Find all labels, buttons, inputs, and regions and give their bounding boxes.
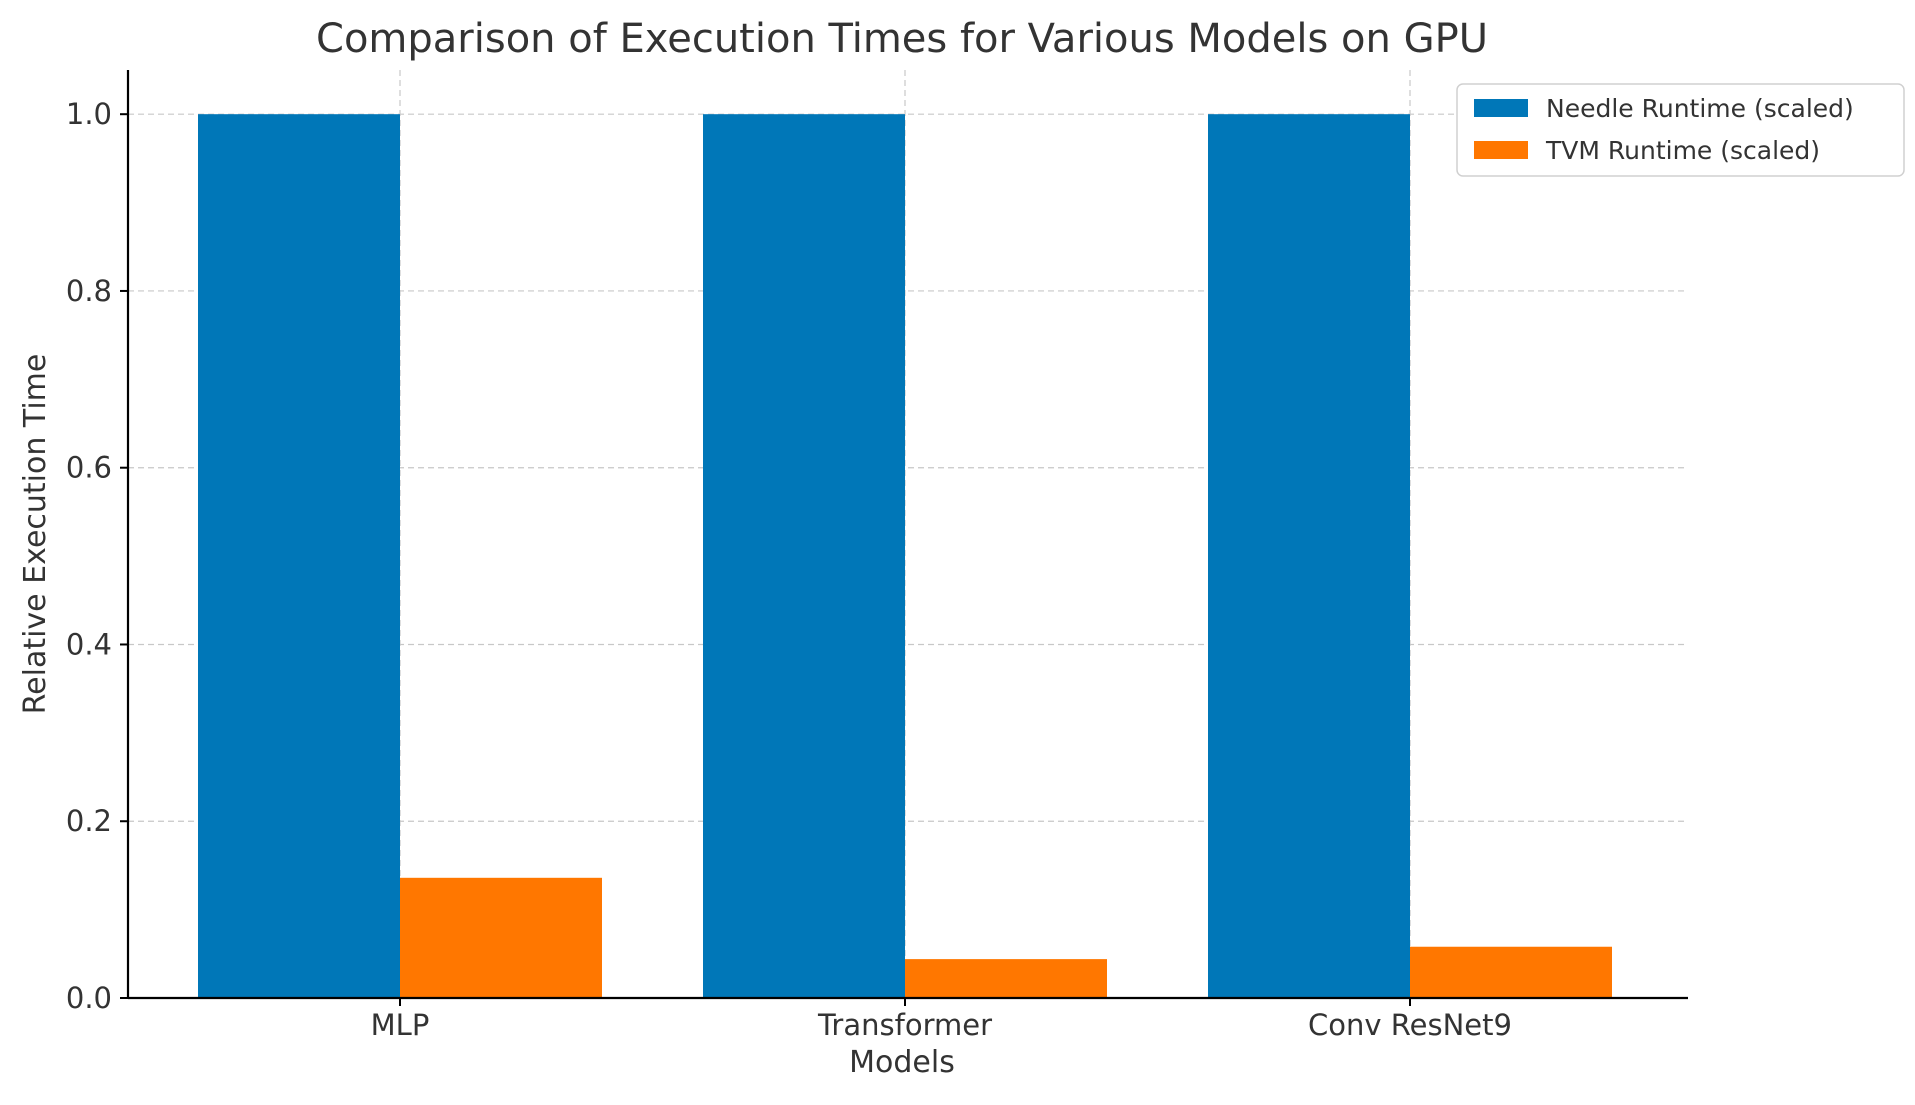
bar-tvm-conv-resnet9 bbox=[1410, 946, 1612, 998]
legend: Needle Runtime (scaled) TVM Runtime (scal… bbox=[1456, 83, 1905, 177]
y-tick-label: 0.8 bbox=[66, 274, 112, 308]
bar-tvm-transformer bbox=[905, 959, 1107, 998]
chart-title: Comparison of Execution Times for Variou… bbox=[316, 16, 1488, 62]
bar-needle-mlp bbox=[198, 114, 400, 998]
bar-needle-transformer bbox=[703, 114, 905, 998]
y-tick-label: 0.4 bbox=[66, 627, 112, 661]
x-tick-label: Conv ResNet9 bbox=[1308, 1008, 1512, 1042]
bars bbox=[198, 114, 1612, 998]
x-tick-label: MLP bbox=[371, 1008, 430, 1042]
y-tick-label: 0.0 bbox=[66, 981, 112, 1015]
x-tick-label: Transformer bbox=[817, 1008, 992, 1042]
ticks: 0.0 0.2 0.4 0.6 0.8 1.0 MLP Transformer Conv Res… bbox=[66, 97, 1512, 1042]
y-tick-label: 0.6 bbox=[66, 451, 112, 485]
legend-swatch-needle bbox=[1474, 99, 1528, 117]
x-axis-label: Models bbox=[849, 1045, 955, 1080]
y-tick-label: 1.0 bbox=[66, 97, 112, 131]
axes bbox=[126, 70, 1688, 1000]
legend-label-tvm: TVM Runtime (scaled) bbox=[1545, 136, 1820, 165]
y-axis-label: Relative Execution Time bbox=[18, 354, 53, 715]
y-tick-label: 0.2 bbox=[66, 804, 112, 838]
bar-needle-conv-resnet9 bbox=[1208, 114, 1410, 998]
legend-swatch-tvm bbox=[1474, 141, 1528, 159]
legend-label-needle: Needle Runtime (scaled) bbox=[1546, 94, 1854, 123]
bar-tvm-mlp bbox=[400, 877, 602, 998]
legend-box bbox=[1456, 83, 1905, 177]
